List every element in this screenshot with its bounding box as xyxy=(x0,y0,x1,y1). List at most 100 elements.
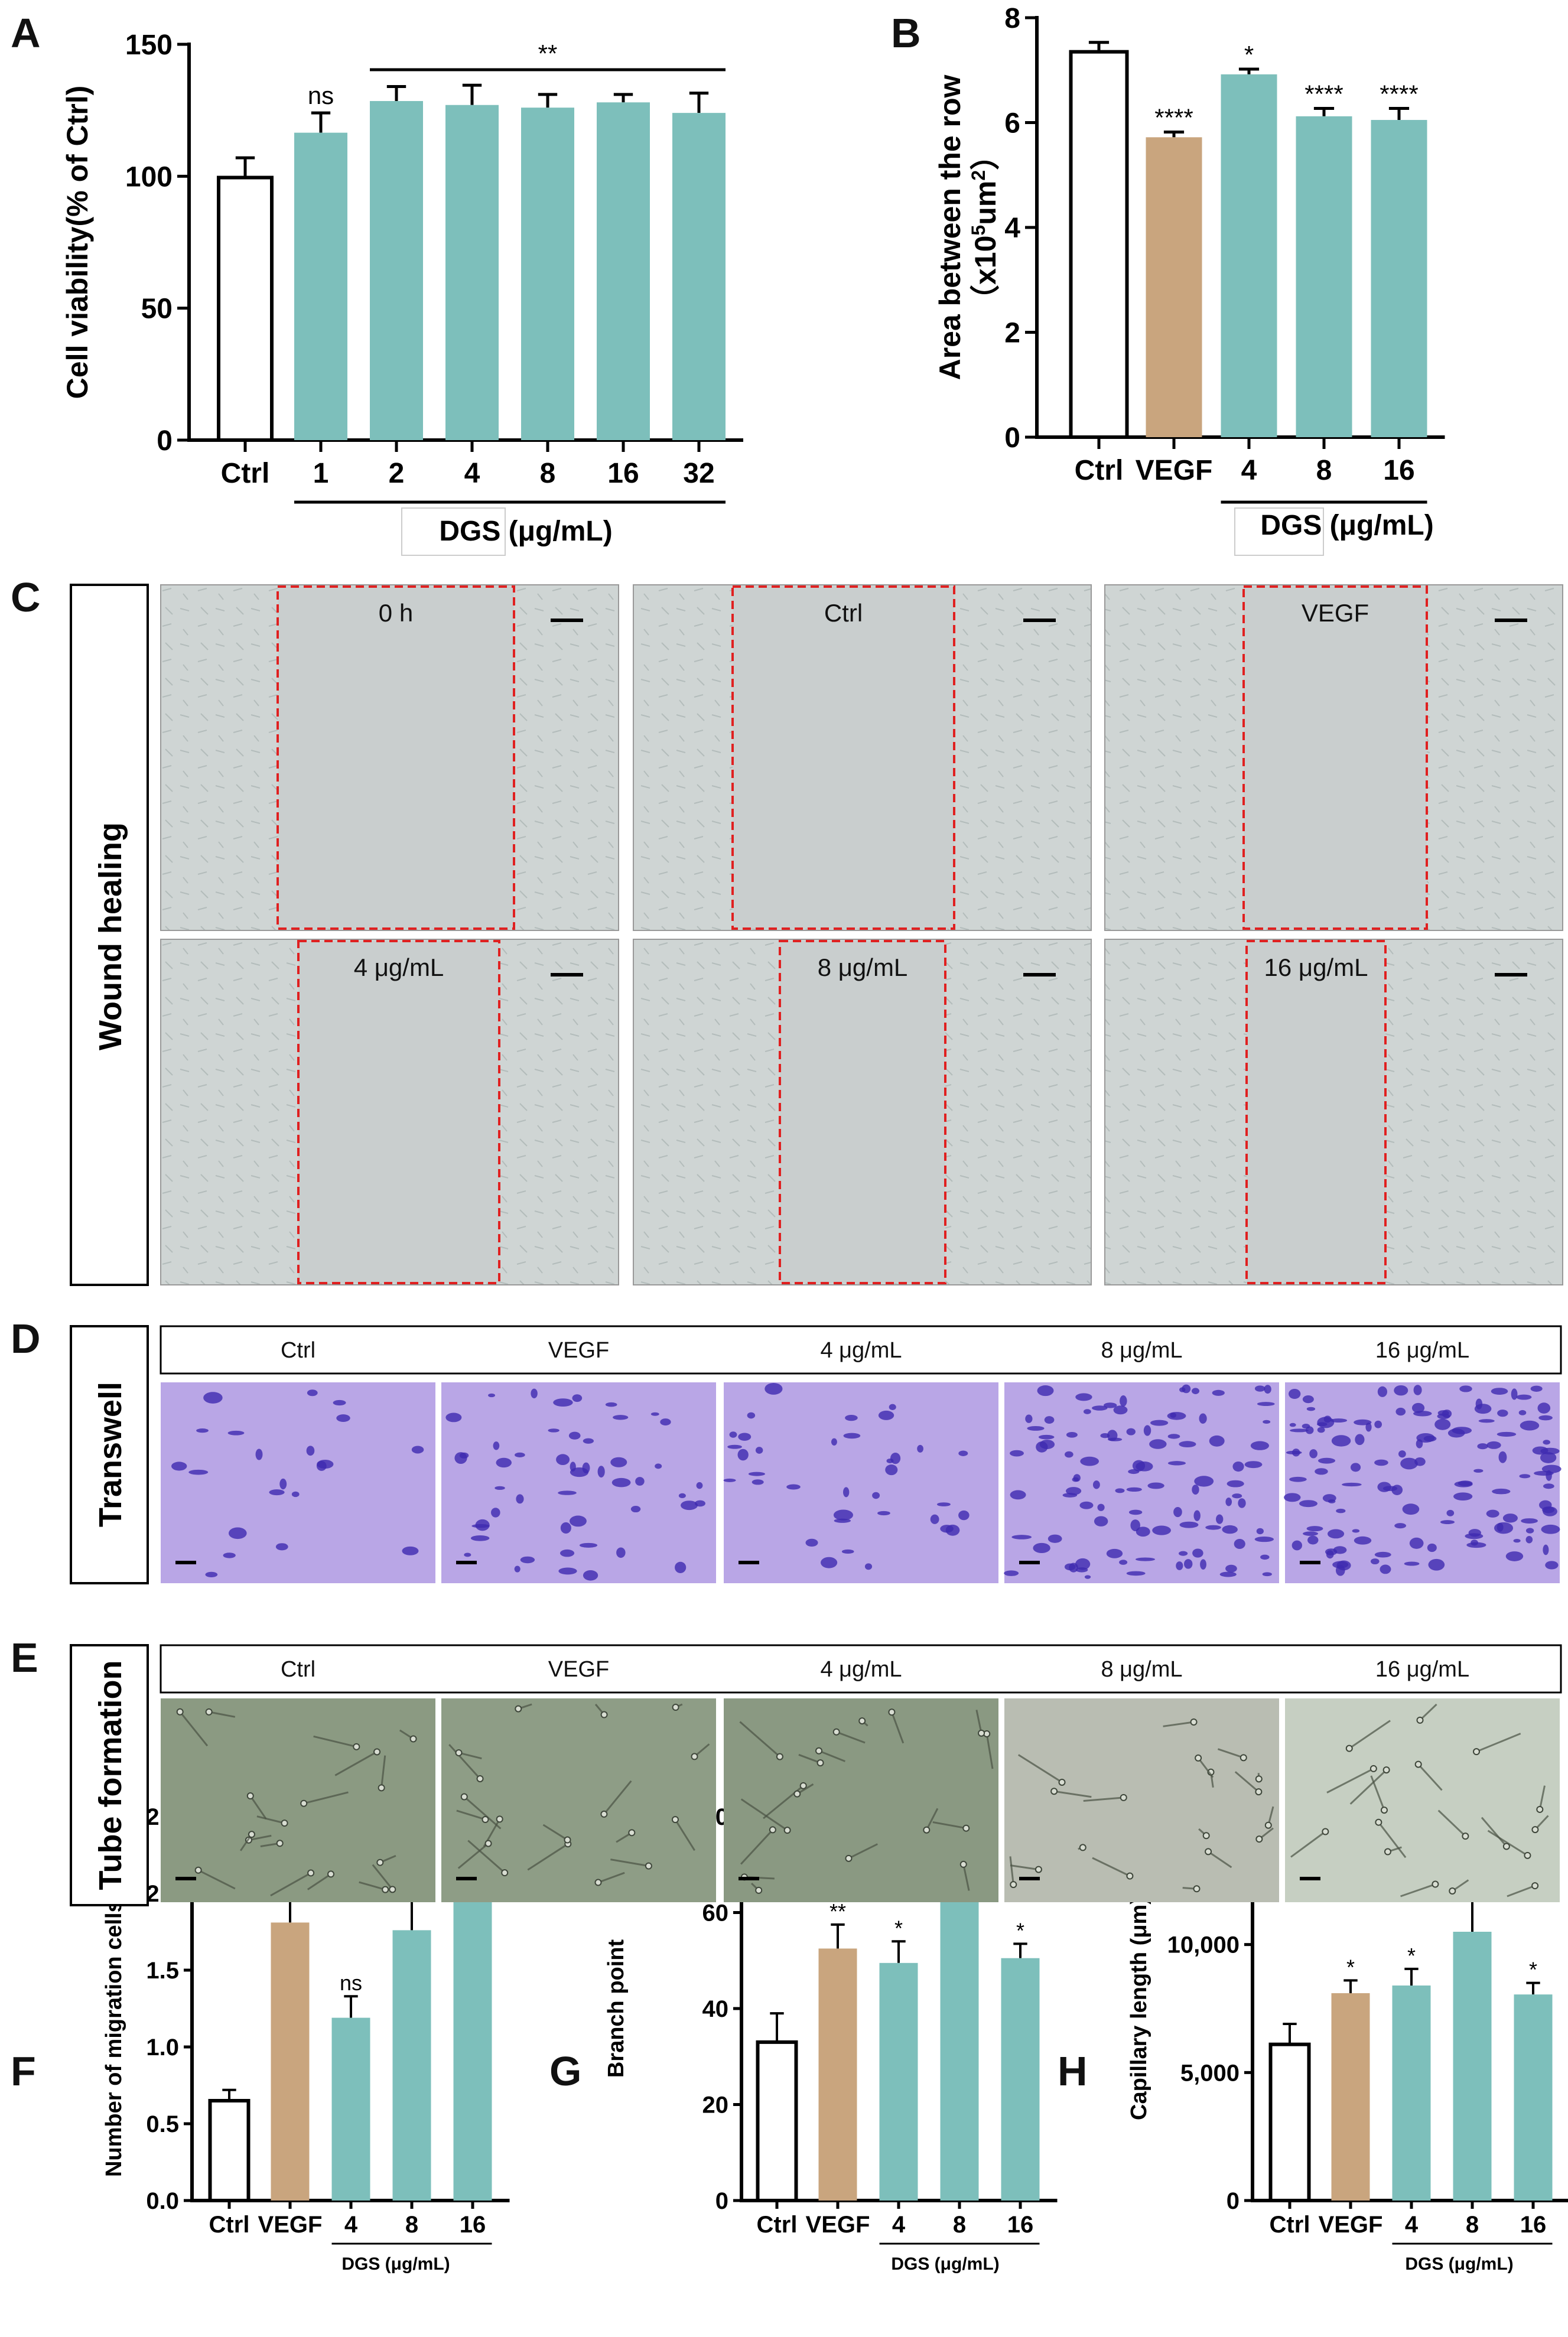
tube-segment xyxy=(527,1843,569,1871)
migrated-cell xyxy=(1150,1420,1169,1426)
migrated-cell xyxy=(675,1561,687,1573)
migrated-cell xyxy=(1332,1561,1349,1568)
migrated-cell xyxy=(1080,1456,1099,1466)
tube-header-label: 8 μg/mL xyxy=(1101,1657,1182,1682)
x-tick-label: Ctrl xyxy=(209,2212,250,2238)
migrated-cell xyxy=(1414,1457,1426,1466)
migrated-cell xyxy=(269,1489,285,1496)
cell-cluster xyxy=(476,1775,484,1782)
migrated-cell xyxy=(1416,1439,1423,1449)
migrated-cell xyxy=(1010,1450,1024,1457)
tube-segment xyxy=(740,1798,788,1831)
tube-segment xyxy=(848,1843,878,1860)
significance-label: **** xyxy=(1305,80,1343,108)
bar-8 xyxy=(392,1930,431,2201)
transwell-header-label: Ctrl xyxy=(281,1338,315,1363)
migrated-cell xyxy=(1108,1437,1123,1441)
x-tick-label: 2 xyxy=(389,458,405,489)
migrated-cell xyxy=(1064,1451,1073,1458)
cell-cluster xyxy=(1380,1807,1388,1814)
cell-cluster xyxy=(194,1866,202,1874)
wound-gap-region xyxy=(1242,585,1428,930)
tube-segment xyxy=(1419,1703,1437,1721)
panel-letter-a: A xyxy=(11,10,41,56)
migrated-cell xyxy=(1330,1418,1348,1423)
tube-segment xyxy=(334,1751,378,1776)
tube-header-label: VEGF xyxy=(548,1657,609,1682)
tube-segment xyxy=(597,1871,625,1883)
migrated-cell xyxy=(1355,1434,1365,1446)
migrated-cell xyxy=(1209,1435,1225,1447)
migrated-cell xyxy=(1254,1385,1266,1392)
migrated-cell xyxy=(1192,1485,1199,1495)
migrated-cell xyxy=(655,1463,662,1469)
migrated-cell xyxy=(1327,1529,1345,1539)
migrated-cell xyxy=(1234,1539,1245,1550)
migrated-cell xyxy=(1047,1534,1062,1543)
cell-cluster xyxy=(1449,1887,1456,1895)
tube-header-label: 16 μg/mL xyxy=(1375,1657,1469,1682)
migrated-cell xyxy=(1446,1509,1455,1516)
tube-segment xyxy=(1538,1785,1546,1810)
migrated-cell xyxy=(1149,1439,1167,1449)
tube-segment xyxy=(249,1795,267,1820)
migrated-cell xyxy=(336,1414,350,1422)
transwell-side-box xyxy=(70,1325,149,1584)
migrated-cell xyxy=(488,1393,496,1398)
y-tick-label: 60 xyxy=(702,1900,729,1926)
migrated-cell xyxy=(1079,1501,1094,1509)
cell-cluster xyxy=(1058,1778,1066,1786)
cell-cluster xyxy=(1195,1754,1202,1762)
tube-segment xyxy=(456,1809,486,1821)
migrated-cell xyxy=(738,1433,752,1441)
wound-gap-region xyxy=(297,940,500,1284)
migrated-cell xyxy=(831,1438,837,1446)
cell-cluster xyxy=(600,1711,608,1718)
tube-segment xyxy=(925,1808,939,1831)
wound-gap-region xyxy=(276,585,515,930)
migrated-cell xyxy=(1323,1415,1332,1423)
migrated-cell xyxy=(279,1478,287,1490)
migrated-cell xyxy=(307,1389,318,1397)
cell-cluster xyxy=(1255,1788,1263,1796)
cell-cluster xyxy=(1345,1744,1353,1752)
migrated-cell xyxy=(1092,1405,1108,1411)
migrated-cell xyxy=(630,1506,641,1513)
tube-segment xyxy=(740,1829,773,1865)
tube-segment xyxy=(610,1858,649,1867)
migrated-cell xyxy=(255,1449,263,1460)
cell-cluster xyxy=(1462,1833,1469,1840)
migrated-cell xyxy=(1132,1460,1146,1472)
significance-bracket-label: ** xyxy=(538,40,558,67)
bar-8 xyxy=(1296,116,1352,438)
wound-gap-region xyxy=(1245,940,1387,1284)
migrated-cell xyxy=(1521,1518,1538,1524)
bar-32 xyxy=(672,113,726,441)
migrated-cell xyxy=(1212,1389,1225,1396)
tube-segment xyxy=(313,1735,357,1748)
migrated-cell xyxy=(1542,1506,1555,1513)
migrated-cell xyxy=(821,1557,838,1568)
migrated-cell xyxy=(1380,1564,1391,1574)
panel-d-transwell: Transwell Ctrl VEGF 4 μg/mL 8 μg/mL 16 μg/mL xyxy=(70,1325,1562,1584)
migrated-cell xyxy=(1238,1498,1246,1508)
migrated-cell xyxy=(1538,1415,1553,1421)
migrated-cell xyxy=(1010,1490,1026,1500)
migrated-cell xyxy=(1216,1514,1224,1524)
tube-header-label: 4 μg/mL xyxy=(820,1657,902,1682)
significance-label: **** xyxy=(1154,103,1193,131)
migrated-cell xyxy=(1191,1388,1200,1394)
migrated-cell xyxy=(1225,1497,1232,1506)
cell-cluster xyxy=(600,1810,608,1818)
x-tick-label: 8 xyxy=(1316,455,1332,486)
migrated-cell xyxy=(786,1484,801,1490)
migrated-cell xyxy=(1222,1525,1238,1534)
migrated-cell xyxy=(1033,1542,1050,1554)
migrated-cell xyxy=(1135,1557,1156,1561)
y-tick-label: 4 xyxy=(1004,213,1020,244)
migrated-cell xyxy=(1354,1536,1372,1545)
migrated-cell xyxy=(1336,1508,1346,1513)
migrated-cell xyxy=(635,1477,645,1486)
cell-cluster xyxy=(923,1826,931,1834)
y-tick-label: 0 xyxy=(715,2188,728,2214)
